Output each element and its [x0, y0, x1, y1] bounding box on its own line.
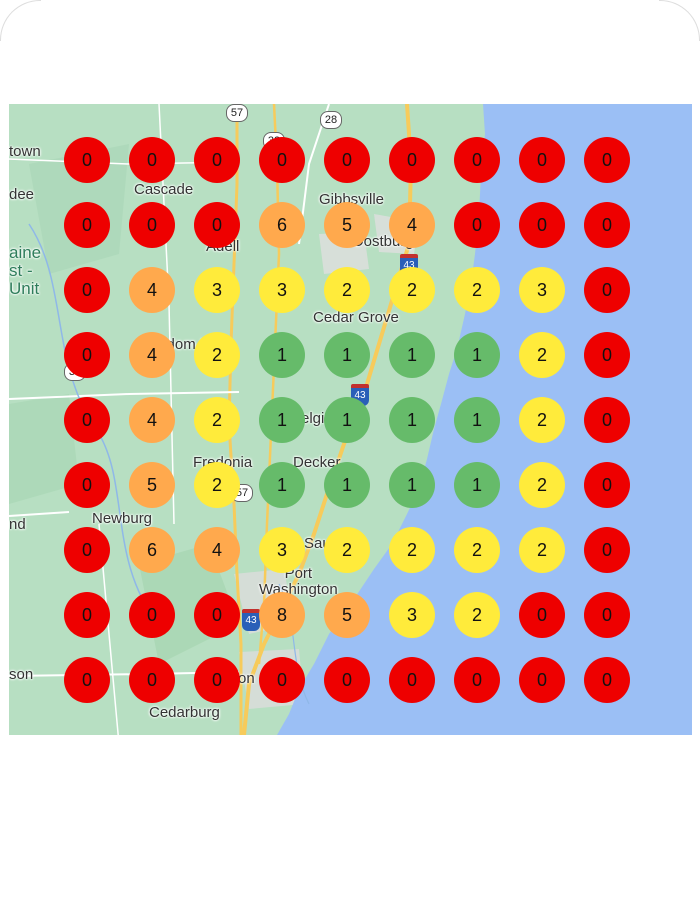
place-label-son: son [9, 666, 34, 683]
grid-point-r2-c1[interactable]: 0 [64, 202, 110, 248]
grid-point-r5-c2[interactable]: 4 [129, 397, 175, 443]
grid-point-r1-c7[interactable]: 0 [454, 137, 500, 183]
grid-point-r3-c1[interactable]: 0 [64, 267, 110, 313]
grid-point-r7-c5[interactable]: 2 [324, 527, 370, 573]
place-label-decker: Decker [293, 454, 341, 471]
grid-point-r7-c8[interactable]: 2 [519, 527, 565, 573]
grid-point-r2-c9[interactable]: 0 [584, 202, 630, 248]
grid-point-r5-c8[interactable]: 2 [519, 397, 565, 443]
grid-point-r5-c6[interactable]: 1 [389, 397, 435, 443]
place-label-cascade: Cascade [134, 181, 194, 198]
grid-point-r4-c7[interactable]: 1 [454, 332, 500, 378]
grid-point-r8-c8[interactable]: 0 [519, 592, 565, 638]
interstate-shield-43-south: 43 [242, 609, 260, 631]
grid-point-r9-c6[interactable]: 0 [389, 657, 435, 703]
grid-point-r2-c2[interactable]: 0 [129, 202, 175, 248]
grid-point-r4-c9[interactable]: 0 [584, 332, 630, 378]
grid-point-r1-c4[interactable]: 0 [259, 137, 305, 183]
grid-point-r8-c3[interactable]: 0 [194, 592, 240, 638]
grid-point-r9-c4[interactable]: 0 [259, 657, 305, 703]
grid-point-r5-c9[interactable]: 0 [584, 397, 630, 443]
grid-point-r6-c4[interactable]: 1 [259, 462, 305, 508]
grid-point-r9-c3[interactable]: 0 [194, 657, 240, 703]
grid-point-r8-c4[interactable]: 8 [259, 592, 305, 638]
grid-point-r3-c5[interactable]: 2 [324, 267, 370, 313]
grid-point-r8-c5[interactable]: 5 [324, 592, 370, 638]
park-label: aine st - Unit [9, 243, 42, 298]
grid-point-r3-c2[interactable]: 4 [129, 267, 175, 313]
grid-point-r9-c8[interactable]: 0 [519, 657, 565, 703]
place-label-cedar-grove: Cedar Grove [313, 309, 399, 326]
grid-point-r2-c3[interactable]: 0 [194, 202, 240, 248]
highway-shield-28: 28 [320, 111, 342, 129]
grid-point-r4-c5[interactable]: 1 [324, 332, 370, 378]
place-label-grafton: on [238, 670, 255, 687]
place-label-dee: dee [9, 186, 35, 203]
place-label-town: town [9, 143, 41, 160]
grid-point-r7-c1[interactable]: 0 [64, 527, 110, 573]
grid-point-r4-c1[interactable]: 0 [64, 332, 110, 378]
grid-point-r7-c4[interactable]: 3 [259, 527, 305, 573]
grid-point-r6-c7[interactable]: 1 [454, 462, 500, 508]
grid-point-r5-c5[interactable]: 1 [324, 397, 370, 443]
grid-point-r7-c6[interactable]: 2 [389, 527, 435, 573]
grid-point-r6-c2[interactable]: 5 [129, 462, 175, 508]
grid-point-r6-c3[interactable]: 2 [194, 462, 240, 508]
grid-point-r2-c8[interactable]: 0 [519, 202, 565, 248]
grid-point-r6-c9[interactable]: 0 [584, 462, 630, 508]
highway-shield-57: 57 [226, 104, 248, 122]
grid-point-r8-c1[interactable]: 0 [64, 592, 110, 638]
grid-point-r9-c1[interactable]: 0 [64, 657, 110, 703]
grid-point-r1-c2[interactable]: 0 [129, 137, 175, 183]
grid-point-r6-c6[interactable]: 1 [389, 462, 435, 508]
grid-point-r3-c7[interactable]: 2 [454, 267, 500, 313]
grid-point-r7-c9[interactable]: 0 [584, 527, 630, 573]
grid-point-r4-c8[interactable]: 2 [519, 332, 565, 378]
grid-point-r8-c9[interactable]: 0 [584, 592, 630, 638]
grid-point-r1-c5[interactable]: 0 [324, 137, 370, 183]
grid-point-r7-c3[interactable]: 4 [194, 527, 240, 573]
grid-point-r5-c3[interactable]: 2 [194, 397, 240, 443]
grid-point-r6-c1[interactable]: 0 [64, 462, 110, 508]
grid-point-r2-c7[interactable]: 0 [454, 202, 500, 248]
grid-point-r1-c1[interactable]: 0 [64, 137, 110, 183]
grid-point-r3-c8[interactable]: 3 [519, 267, 565, 313]
grid-point-r8-c2[interactable]: 0 [129, 592, 175, 638]
grid-point-r3-c9[interactable]: 0 [584, 267, 630, 313]
grid-point-r2-c6[interactable]: 4 [389, 202, 435, 248]
grid-point-r4-c6[interactable]: 1 [389, 332, 435, 378]
grid-point-r9-c7[interactable]: 0 [454, 657, 500, 703]
grid-point-r3-c4[interactable]: 3 [259, 267, 305, 313]
grid-point-r4-c4[interactable]: 1 [259, 332, 305, 378]
grid-point-r7-c2[interactable]: 6 [129, 527, 175, 573]
grid-point-r1-c8[interactable]: 0 [519, 137, 565, 183]
place-label-cedarburg: Cedarburg [149, 704, 220, 721]
place-label-nd: nd [9, 516, 26, 533]
grid-point-r5-c4[interactable]: 1 [259, 397, 305, 443]
grid-point-r8-c6[interactable]: 3 [389, 592, 435, 638]
grid-point-r1-c3[interactable]: 0 [194, 137, 240, 183]
grid-point-r3-c6[interactable]: 2 [389, 267, 435, 313]
grid-point-r6-c5[interactable]: 1 [324, 462, 370, 508]
grid-point-r3-c3[interactable]: 3 [194, 267, 240, 313]
grid-point-r5-c7[interactable]: 1 [454, 397, 500, 443]
grid-point-r5-c1[interactable]: 0 [64, 397, 110, 443]
grid-point-r7-c7[interactable]: 2 [454, 527, 500, 573]
place-label-newburg: Newburg [92, 510, 153, 527]
grid-point-r9-c2[interactable]: 0 [129, 657, 175, 703]
grid-point-r1-c6[interactable]: 0 [389, 137, 435, 183]
grid-point-r2-c4[interactable]: 6 [259, 202, 305, 248]
grid-point-r4-c2[interactable]: 4 [129, 332, 175, 378]
grid-point-r8-c7[interactable]: 2 [454, 592, 500, 638]
grid-point-r9-c9[interactable]: 0 [584, 657, 630, 703]
grid-point-r2-c5[interactable]: 5 [324, 202, 370, 248]
grid-point-r6-c8[interactable]: 2 [519, 462, 565, 508]
grid-point-r9-c5[interactable]: 0 [324, 657, 370, 703]
grid-point-r4-c3[interactable]: 2 [194, 332, 240, 378]
grid-point-r1-c9[interactable]: 0 [584, 137, 630, 183]
